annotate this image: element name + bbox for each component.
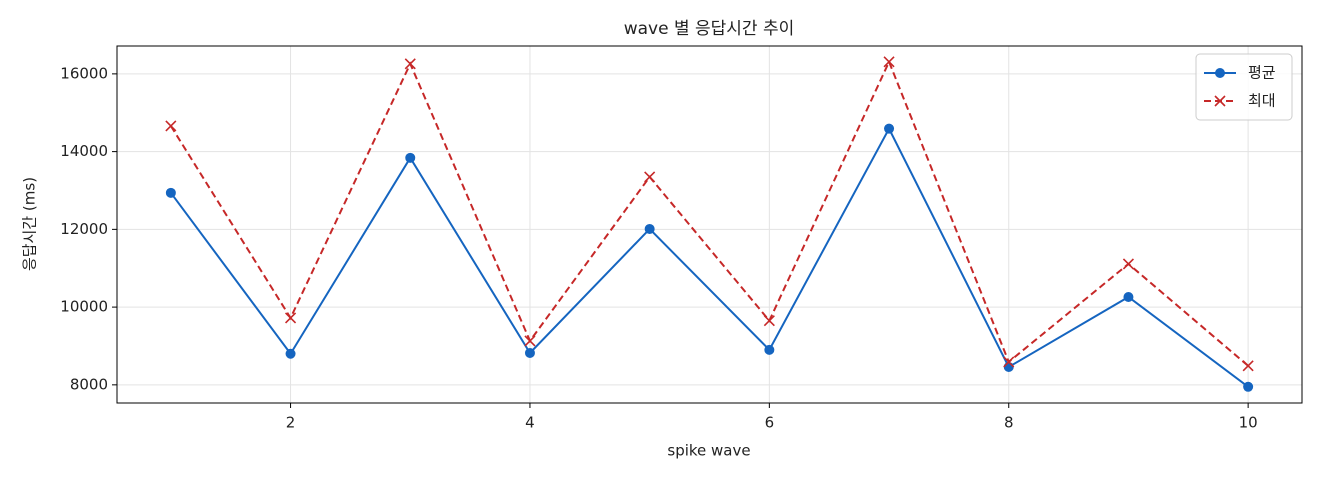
- marker: [1122, 258, 1135, 270]
- marker: [1243, 381, 1254, 392]
- legend-label: 최대: [1248, 92, 1276, 110]
- x-tick-label: 2: [286, 414, 296, 432]
- marker: [165, 187, 176, 198]
- marker: [1215, 68, 1225, 78]
- x-axis-label: spike wave: [667, 442, 750, 460]
- legend-label: 평균: [1248, 64, 1276, 82]
- marker: [404, 58, 416, 70]
- marker: [763, 315, 775, 327]
- y-tick-label: 8000: [70, 375, 108, 393]
- x-tick-label: 8: [1004, 414, 1014, 432]
- line: [170, 126, 1249, 388]
- marker: [644, 171, 656, 183]
- y-axis-label: 응답시간 (ms): [21, 177, 39, 271]
- line: [170, 59, 1249, 367]
- marker: [1123, 291, 1134, 302]
- marker: [524, 335, 536, 347]
- x-tick-label: 4: [525, 414, 535, 432]
- marker: [883, 56, 895, 68]
- chart-title: wave 별 응답시간 추이: [624, 19, 795, 39]
- marker: [285, 348, 296, 359]
- x-tick-label: 6: [765, 414, 775, 432]
- marker: [764, 344, 775, 355]
- y-tick-label: 10000: [60, 298, 108, 316]
- marker: [524, 347, 535, 358]
- y-tick-label: 14000: [60, 142, 108, 160]
- legend-box: [1195, 53, 1293, 121]
- marker: [1242, 360, 1254, 372]
- plot-frame: [116, 45, 1303, 404]
- y-tick-label: 12000: [60, 220, 108, 238]
- marker: [165, 120, 177, 132]
- marker: [284, 312, 297, 324]
- y-tick-label: 16000: [60, 64, 108, 82]
- x-tick-label: 10: [1239, 414, 1258, 432]
- marker: [1003, 356, 1015, 368]
- marker: [1214, 95, 1226, 107]
- marker: [644, 223, 655, 234]
- marker: [405, 152, 416, 163]
- marker: [884, 123, 895, 134]
- marker: [1003, 361, 1014, 372]
